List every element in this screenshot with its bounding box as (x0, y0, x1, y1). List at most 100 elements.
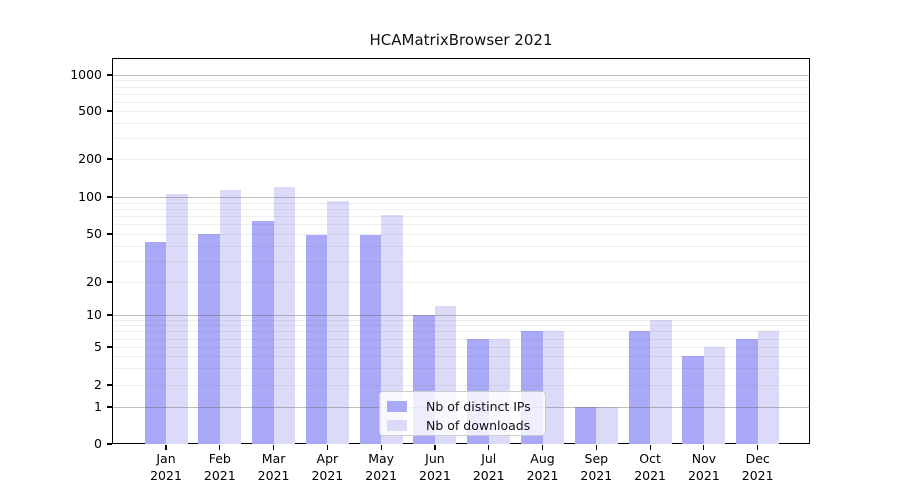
legend-item-downloads: Nb of downloads (387, 418, 537, 433)
x-tick-year: 2021 (365, 467, 398, 483)
y-tick-mark (107, 406, 112, 408)
y-tick-label: 5 (94, 339, 102, 354)
y-tick-label: 500 (78, 103, 102, 118)
x-tick-month: Feb (208, 451, 231, 466)
bar-distinct-ips (252, 220, 274, 444)
gridline-minor (113, 338, 810, 340)
x-tick-year: 2021 (526, 467, 559, 483)
x-tick-mark (757, 445, 759, 450)
gridline-minor (113, 208, 810, 210)
bar-distinct-ips (628, 331, 651, 444)
gridline-minor (113, 331, 810, 333)
y-tick-label: 100 (78, 189, 102, 204)
y-tick-label: 10 (86, 307, 102, 322)
x-tick-month: Aug (530, 451, 555, 466)
plot-area (113, 59, 810, 444)
gridline-minor (113, 224, 810, 226)
y-tick-label: 20 (86, 274, 102, 289)
chart-title: HCAMatrixBrowser 2021 (369, 31, 553, 49)
bar-downloads (542, 331, 565, 444)
x-tick-label: Oct 2021 (618, 451, 682, 484)
x-tick-label: Apr 2021 (295, 451, 359, 484)
x-tick-month: Nov (691, 451, 717, 466)
y-tick-label: 2 (94, 377, 102, 392)
x-tick-mark (219, 445, 221, 450)
x-tick-label: Aug 2021 (511, 451, 575, 484)
gridline-minor (113, 245, 810, 247)
x-tick-label: Feb 2021 (188, 451, 252, 484)
gridline-minor (113, 368, 810, 370)
x-tick-label: May 2021 (349, 451, 413, 484)
x-tick-mark (434, 445, 436, 450)
y-tick-label: 200 (78, 151, 102, 166)
y-tick-mark (107, 281, 112, 283)
bar-distinct-ips (144, 241, 166, 444)
bar-downloads (650, 319, 672, 444)
gridline-minor (113, 347, 810, 348)
bar-distinct-ips (736, 338, 758, 444)
x-tick-month: Jun (425, 451, 445, 466)
x-tick-year: 2021 (257, 467, 290, 483)
x-tick-mark (165, 445, 167, 450)
x-tick-mark (272, 445, 275, 450)
y-tick-label: 1 (94, 399, 102, 414)
x-tick-label: Jul 2021 (457, 451, 521, 484)
legend-label-distinct-ips: Nb of distinct IPs (426, 399, 531, 414)
legend-item-distinct-ips: Nb of distinct IPs (387, 399, 537, 414)
x-tick-year: 2021 (203, 467, 236, 483)
x-tick-mark (595, 445, 597, 450)
gridline-minor (113, 234, 810, 235)
x-tick-year: 2021 (634, 467, 667, 483)
bar-downloads (327, 200, 349, 444)
legend-label-downloads: Nb of downloads (426, 418, 531, 433)
y-tick-mark (107, 314, 112, 316)
x-tick-year: 2021 (311, 467, 344, 483)
gridline-minor (113, 282, 810, 283)
x-tick-mark (380, 445, 382, 450)
gridline-minor (113, 325, 810, 327)
y-tick-mark (107, 196, 112, 198)
gridline-minor (113, 319, 810, 321)
bar-distinct-ips (359, 235, 382, 444)
gridline-minor (113, 216, 810, 218)
x-tick-year: 2021 (419, 467, 451, 483)
bar-downloads (596, 407, 618, 444)
gridline-minor (113, 385, 810, 386)
y-tick-mark (107, 233, 112, 235)
x-tick-month: Jul (481, 451, 497, 466)
x-tick-year: 2021 (472, 467, 505, 483)
bar-downloads (757, 331, 780, 444)
bar-distinct-ips (682, 356, 704, 444)
bar-distinct-ips (574, 407, 597, 444)
x-tick-month: Mar (261, 451, 286, 466)
bar-downloads (219, 190, 242, 444)
x-tick-year: 2021 (687, 467, 720, 483)
bar-downloads (166, 194, 188, 444)
y-tick-mark (107, 443, 112, 445)
gridline-minor (113, 122, 810, 124)
gridline-major (113, 197, 810, 198)
x-tick-year: 2021 (150, 467, 182, 483)
gridline-minor (113, 159, 810, 160)
x-tick-month: Jan (156, 451, 176, 466)
bar-downloads (381, 215, 403, 444)
x-tick-label: Dec 2021 (726, 451, 790, 484)
legend-swatch-distinct-ips (387, 401, 407, 412)
y-tick-mark (107, 346, 112, 348)
x-tick-label: Mar 2021 (242, 451, 306, 484)
x-tick-month: Oct (639, 451, 661, 466)
y-tick-mark (107, 384, 112, 386)
x-tick-mark (326, 445, 328, 450)
gridline-minor (113, 86, 810, 88)
x-tick-year: 2021 (580, 467, 613, 483)
y-tick-label: 50 (86, 226, 102, 241)
gridline-major (113, 315, 810, 316)
y-tick-mark (107, 110, 112, 112)
x-tick-month: May (368, 451, 395, 466)
y-tick-mark (107, 74, 112, 76)
bar-downloads (703, 347, 726, 444)
x-tick-mark (541, 445, 544, 450)
x-tick-mark (488, 445, 490, 450)
gridline-minor (113, 80, 810, 82)
legend: Nb of distinct IPs Nb of downloads (379, 391, 546, 436)
